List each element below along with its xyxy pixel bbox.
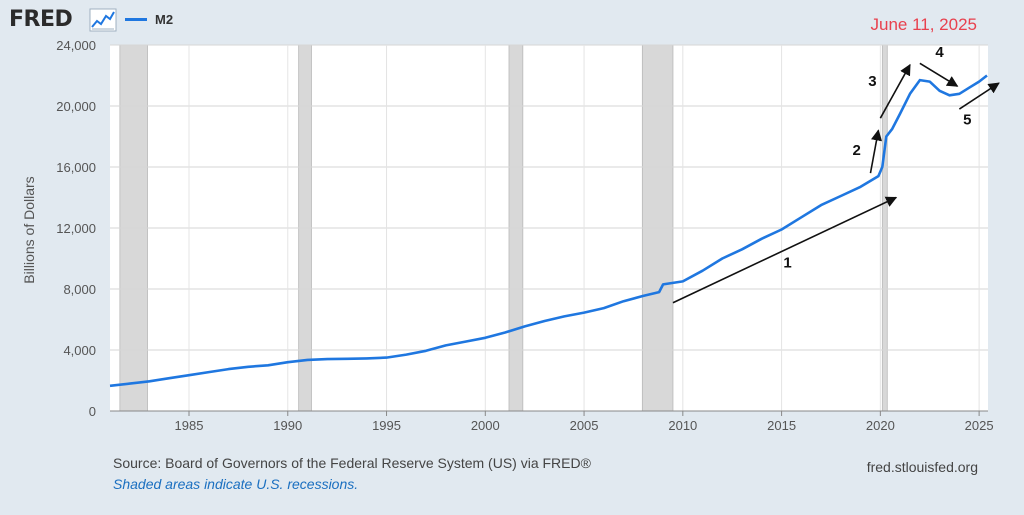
annotation-arrow-2 xyxy=(869,129,883,174)
annotation-label-5: 5 xyxy=(963,111,971,128)
header: FRED M2 June 11, 2025 xyxy=(0,0,1024,40)
y-tick-label: 0 xyxy=(89,404,96,419)
fred-logo[interactable]: FRED xyxy=(9,7,73,32)
series-layer xyxy=(109,74,988,388)
y-tick-label: 4,000 xyxy=(63,343,96,358)
x-tick-label: 2010 xyxy=(668,418,697,433)
annotation-arrow-4 xyxy=(919,62,959,87)
recession-note: Shaded areas indicate U.S. recessions. xyxy=(113,476,359,492)
annotation-label-3: 3 xyxy=(868,73,876,90)
x-tick-label: 2020 xyxy=(866,418,895,433)
annotation-arrow-5 xyxy=(958,82,1000,110)
legend: M2 xyxy=(125,12,173,27)
chart: 0 4,000 8,000 12,000 16,000 20,000 24,000 1985… xyxy=(21,38,1000,433)
x-tick-label: 2015 xyxy=(767,418,796,433)
x-axis-ticks: 1985 1990 1995 2000 2005 2010 2015 2020 2025 xyxy=(110,410,994,433)
y-tick-label: 20,000 xyxy=(56,99,96,114)
chart-date: June 11, 2025 xyxy=(870,15,978,34)
series-line-m2[interactable] xyxy=(109,74,988,388)
y-axis-ticks: 0 4,000 8,000 12,000 16,000 20,000 24,000 xyxy=(56,38,96,419)
annotation-label-2: 2 xyxy=(852,142,860,159)
x-tick-label: 1995 xyxy=(372,418,401,433)
annotation-label-4: 4 xyxy=(935,44,944,61)
x-tick-label: 2025 xyxy=(965,418,994,433)
annotation-label-1: 1 xyxy=(783,255,791,272)
y-tick-label: 8,000 xyxy=(63,282,96,297)
y-tick-label: 24,000 xyxy=(56,38,96,53)
x-tick-label: 2000 xyxy=(471,418,500,433)
x-tick-label: 1985 xyxy=(175,418,204,433)
grid-lines xyxy=(110,44,988,412)
chart-icon xyxy=(89,8,117,32)
x-tick-label: 1990 xyxy=(273,418,302,433)
y-tick-label: 16,000 xyxy=(56,160,96,175)
y-tick-label: 12,000 xyxy=(56,221,96,236)
source-text: Source: Board of Governors of the Federa… xyxy=(113,455,591,471)
legend-label[interactable]: M2 xyxy=(155,12,174,27)
annotations-layer: 1 2 3 4 5 xyxy=(672,44,1000,304)
annotation-arrow-1 xyxy=(672,196,898,304)
fred-url[interactable]: fred.stlouisfed.org xyxy=(866,459,978,475)
y-axis-label: Billions of Dollars xyxy=(21,176,37,283)
legend-swatch xyxy=(125,18,147,21)
x-tick-label: 2005 xyxy=(570,418,599,433)
annotation-arrow-3 xyxy=(879,63,911,119)
